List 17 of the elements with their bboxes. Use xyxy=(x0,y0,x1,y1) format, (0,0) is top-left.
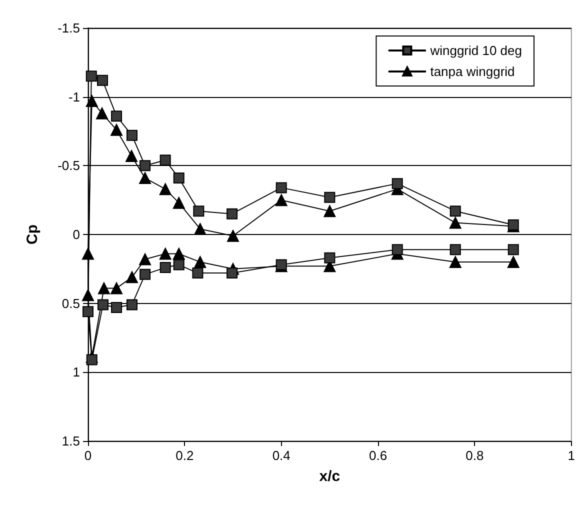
x-tick-label: 1 xyxy=(568,448,575,463)
y-tick-label: 1.5 xyxy=(62,434,80,448)
x-axis-title: x/c xyxy=(319,468,340,485)
y-tick-label: 0.5 xyxy=(62,296,80,311)
y-tick-label: -0.5 xyxy=(58,158,80,174)
x-tick-label: 0 xyxy=(84,448,92,463)
legend-label: winggrid 10 deg xyxy=(429,43,522,58)
y-tick-label: 0 xyxy=(72,227,80,242)
x-tick-label: 0.8 xyxy=(466,448,484,463)
y-tick-label: -1.5 xyxy=(58,20,80,36)
legend-label: tanpa winggrid xyxy=(430,64,515,79)
x-tick-label: 0.4 xyxy=(272,448,290,463)
y-tick-label: -1 xyxy=(68,89,80,104)
x-tick-label: 0.2 xyxy=(176,448,194,463)
y-tick-label: 1 xyxy=(72,364,80,380)
y-axis-title: Cp xyxy=(24,224,41,244)
x-tick-label: 0.6 xyxy=(368,448,388,463)
